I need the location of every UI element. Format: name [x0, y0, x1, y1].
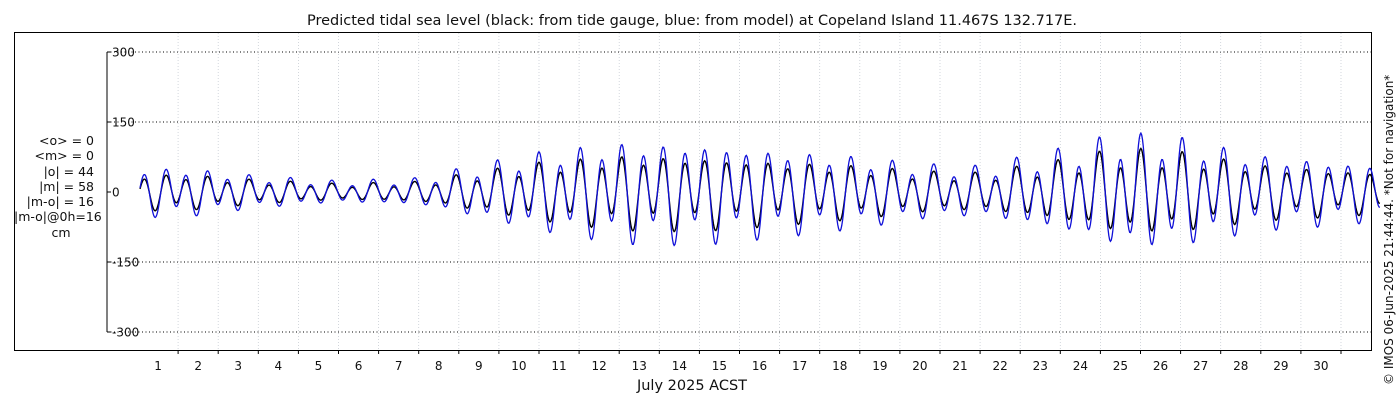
- x-tick-label: 2: [194, 359, 202, 373]
- x-tick-label: 7: [395, 359, 403, 373]
- x-tick-label: 4: [275, 359, 283, 373]
- stat-abs-obs: |o| = 44: [43, 163, 94, 179]
- y-tick-label: 300: [112, 46, 135, 60]
- stats-panel: <o> = 0 <m> = 0 |o| = 44 |m| = 58 |m-o| …: [14, 133, 108, 240]
- x-tick-label: 28: [1233, 359, 1248, 373]
- x-tick-label: 13: [632, 359, 647, 373]
- x-tick-label: 15: [712, 359, 727, 373]
- stat-abs-model: |m| = 58: [39, 178, 94, 194]
- x-tick-label: 29: [1273, 359, 1288, 373]
- grid-layer: [107, 33, 1371, 350]
- x-tick-label: 12: [592, 359, 607, 373]
- x-tick-label: 5: [315, 359, 323, 373]
- copyright-note: © IMOS 06-Jun-2025 21:44:44. *Not for na…: [1382, 75, 1396, 385]
- chart-title: Predicted tidal sea level (black: from t…: [307, 13, 1077, 29]
- x-tick-label: 18: [832, 359, 847, 373]
- x-tick-label: 26: [1153, 359, 1168, 373]
- x-tick-label: 23: [1033, 359, 1048, 373]
- x-tick-label: 16: [752, 359, 767, 373]
- x-tick-label: 20: [912, 359, 927, 373]
- x-axis-label: July 2025 ACST: [636, 378, 747, 394]
- x-tick-label: 19: [872, 359, 887, 373]
- stat-abs-diff: |m-o| = 16: [26, 194, 94, 210]
- x-tick-label: 24: [1073, 359, 1088, 373]
- series-layer: [139, 131, 1381, 247]
- x-tick-label: 27: [1193, 359, 1208, 373]
- stat-unit: cm: [51, 224, 71, 240]
- x-tick-label: 8: [435, 359, 443, 373]
- y-tick-label: -300: [112, 326, 139, 340]
- series-line-model: [139, 131, 1381, 247]
- x-tick-label: 21: [952, 359, 967, 373]
- plot-frame: [14, 32, 1372, 351]
- x-tick-label: 6: [355, 359, 363, 373]
- stat-abs-diff-0h: |m-o|@0h=16: [14, 209, 102, 225]
- x-tick-label: 22: [993, 359, 1008, 373]
- stat-mean-obs: <o> = 0: [39, 133, 94, 148]
- y-tick-label: -150: [112, 256, 139, 270]
- x-tick-label: 9: [475, 359, 483, 373]
- x-tick-label: 30: [1313, 359, 1328, 373]
- y-tick-label: 0: [112, 186, 120, 200]
- x-tick-label: 17: [792, 359, 807, 373]
- x-tick-label: 3: [234, 359, 242, 373]
- x-tick-label: 25: [1113, 359, 1128, 373]
- x-tick-label: 10: [511, 359, 526, 373]
- x-tick-label: 14: [672, 359, 687, 373]
- x-tick-label: 11: [551, 359, 566, 373]
- x-tick-label: 1: [154, 359, 162, 373]
- y-tick-label: 150: [112, 116, 135, 130]
- stat-mean-model: <m> = 0: [34, 148, 95, 164]
